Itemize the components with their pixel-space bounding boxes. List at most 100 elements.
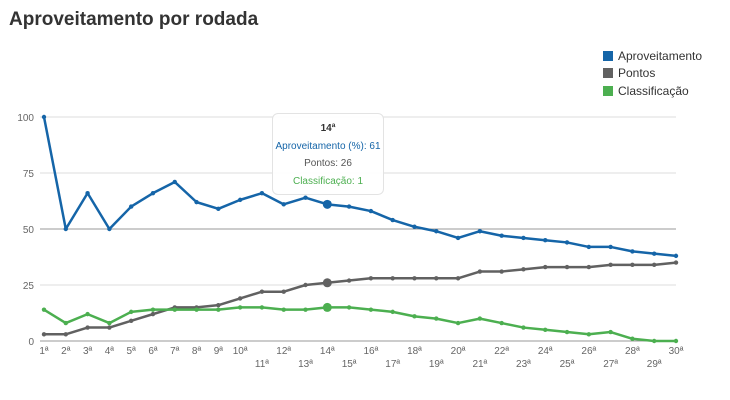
- data-point: [303, 282, 308, 288]
- series-line-classificação: [43, 306, 676, 343]
- tooltip: 14ª Aproveitamento (%): 61 Pontos: 26 Cl…: [272, 113, 384, 195]
- data-point: [477, 229, 483, 234]
- x-tick-label: 3ª: [83, 346, 93, 357]
- x-tick-label: 19ª: [429, 359, 444, 370]
- data-point: [455, 320, 461, 326]
- data-point: [434, 229, 439, 234]
- tooltip-round: 14ª: [320, 123, 336, 134]
- data-point: [564, 329, 570, 335]
- legend-label: Pontos: [618, 66, 656, 81]
- data-point: [237, 305, 243, 310]
- data-point: [41, 307, 47, 312]
- data-point: [322, 199, 332, 209]
- legend-item-classificacao[interactable]: Classificação: [603, 82, 702, 100]
- data-point: [281, 202, 286, 207]
- data-point: [281, 307, 286, 312]
- data-point: [322, 302, 332, 312]
- data-point: [303, 307, 308, 312]
- legend-label: Aproveitamento: [618, 48, 703, 63]
- data-point: [390, 276, 395, 281]
- data-point: [521, 235, 526, 241]
- x-tick-label: 5ª: [127, 346, 137, 357]
- legend: Aproveitamento Pontos Classificação: [603, 47, 702, 100]
- data-point: [63, 332, 68, 337]
- x-tick-label: 13ª: [298, 359, 313, 370]
- x-tick-label: 4ª: [105, 346, 115, 357]
- data-point: [107, 226, 112, 232]
- data-point: [346, 278, 352, 283]
- data-point: [259, 289, 265, 294]
- series-line-aproveitamento: [42, 116, 677, 258]
- data-point: [128, 318, 134, 324]
- data-point: [630, 249, 635, 254]
- y-tick-label: 50: [23, 225, 35, 236]
- data-point: [85, 325, 90, 330]
- x-tick-label: 20ª: [451, 346, 466, 357]
- data-point: [322, 278, 332, 288]
- tooltip-pontos: Pontos: 26: [304, 158, 352, 169]
- data-point: [107, 325, 112, 330]
- x-tick-label: 22ª: [494, 346, 509, 357]
- data-point: [652, 251, 657, 256]
- x-tick-label: 25ª: [560, 359, 575, 370]
- y-tick-label: 0: [28, 337, 34, 348]
- data-point: [172, 307, 177, 312]
- data-point: [41, 332, 47, 337]
- data-point: [434, 276, 439, 281]
- x-tick-label: 23ª: [516, 359, 531, 370]
- data-point: [85, 311, 90, 317]
- x-tick-label: 27ª: [603, 359, 618, 370]
- data-point: [237, 197, 243, 203]
- x-tick-label: 29ª: [647, 359, 662, 370]
- data-point: [107, 320, 112, 326]
- data-point: [673, 260, 679, 265]
- x-tick-label: 24ª: [538, 346, 553, 357]
- data-point: [673, 253, 679, 259]
- x-tick-label: 28ª: [625, 346, 640, 357]
- data-point: [499, 233, 504, 238]
- data-point: [499, 269, 504, 274]
- data-point: [150, 311, 156, 317]
- data-point: [564, 240, 570, 245]
- data-point: [259, 190, 265, 196]
- data-point: [237, 296, 243, 301]
- data-point: [477, 269, 483, 274]
- data-point: [216, 307, 221, 312]
- data-point: [455, 276, 461, 281]
- x-tick-label: 8ª: [192, 346, 202, 357]
- legend-item-pontos[interactable]: Pontos: [603, 65, 702, 83]
- data-point: [216, 302, 221, 308]
- x-tick-label: 14ª: [320, 346, 335, 357]
- data-point: [63, 320, 68, 326]
- data-point: [303, 195, 308, 200]
- data-point: [368, 307, 374, 312]
- tooltip-aproveitamento: Aproveitamento (%): 61: [275, 140, 381, 152]
- data-point: [390, 309, 395, 315]
- data-point: [128, 309, 134, 315]
- x-tick-label: 16ª: [363, 346, 378, 357]
- data-point: [172, 179, 177, 185]
- tooltip-classificacao: Classificação: 1: [292, 175, 364, 187]
- data-point: [608, 244, 613, 250]
- data-point: [412, 276, 417, 281]
- chart-title: Aproveitamento por rodada: [9, 9, 259, 30]
- data-point: [346, 204, 352, 209]
- y-tick-label: 25: [23, 281, 35, 292]
- x-tick-label: 1ª: [39, 346, 49, 357]
- data-point: [673, 338, 679, 344]
- data-point: [630, 336, 635, 341]
- data-point: [543, 327, 548, 332]
- x-tick-label: 12ª: [276, 346, 291, 357]
- x-tick-label: 7ª: [170, 346, 180, 357]
- data-point: [150, 190, 156, 196]
- y-tick-label: 100: [17, 113, 34, 124]
- legend-item-aproveitamento[interactable]: Aproveitamento: [603, 47, 702, 65]
- x-tick-label: 17ª: [385, 359, 400, 370]
- data-point: [434, 316, 439, 321]
- data-point: [346, 305, 352, 310]
- data-point: [543, 264, 548, 270]
- x-tick-label: 2ª: [61, 346, 71, 357]
- data-point: [368, 276, 374, 281]
- legend-swatch: [603, 85, 613, 96]
